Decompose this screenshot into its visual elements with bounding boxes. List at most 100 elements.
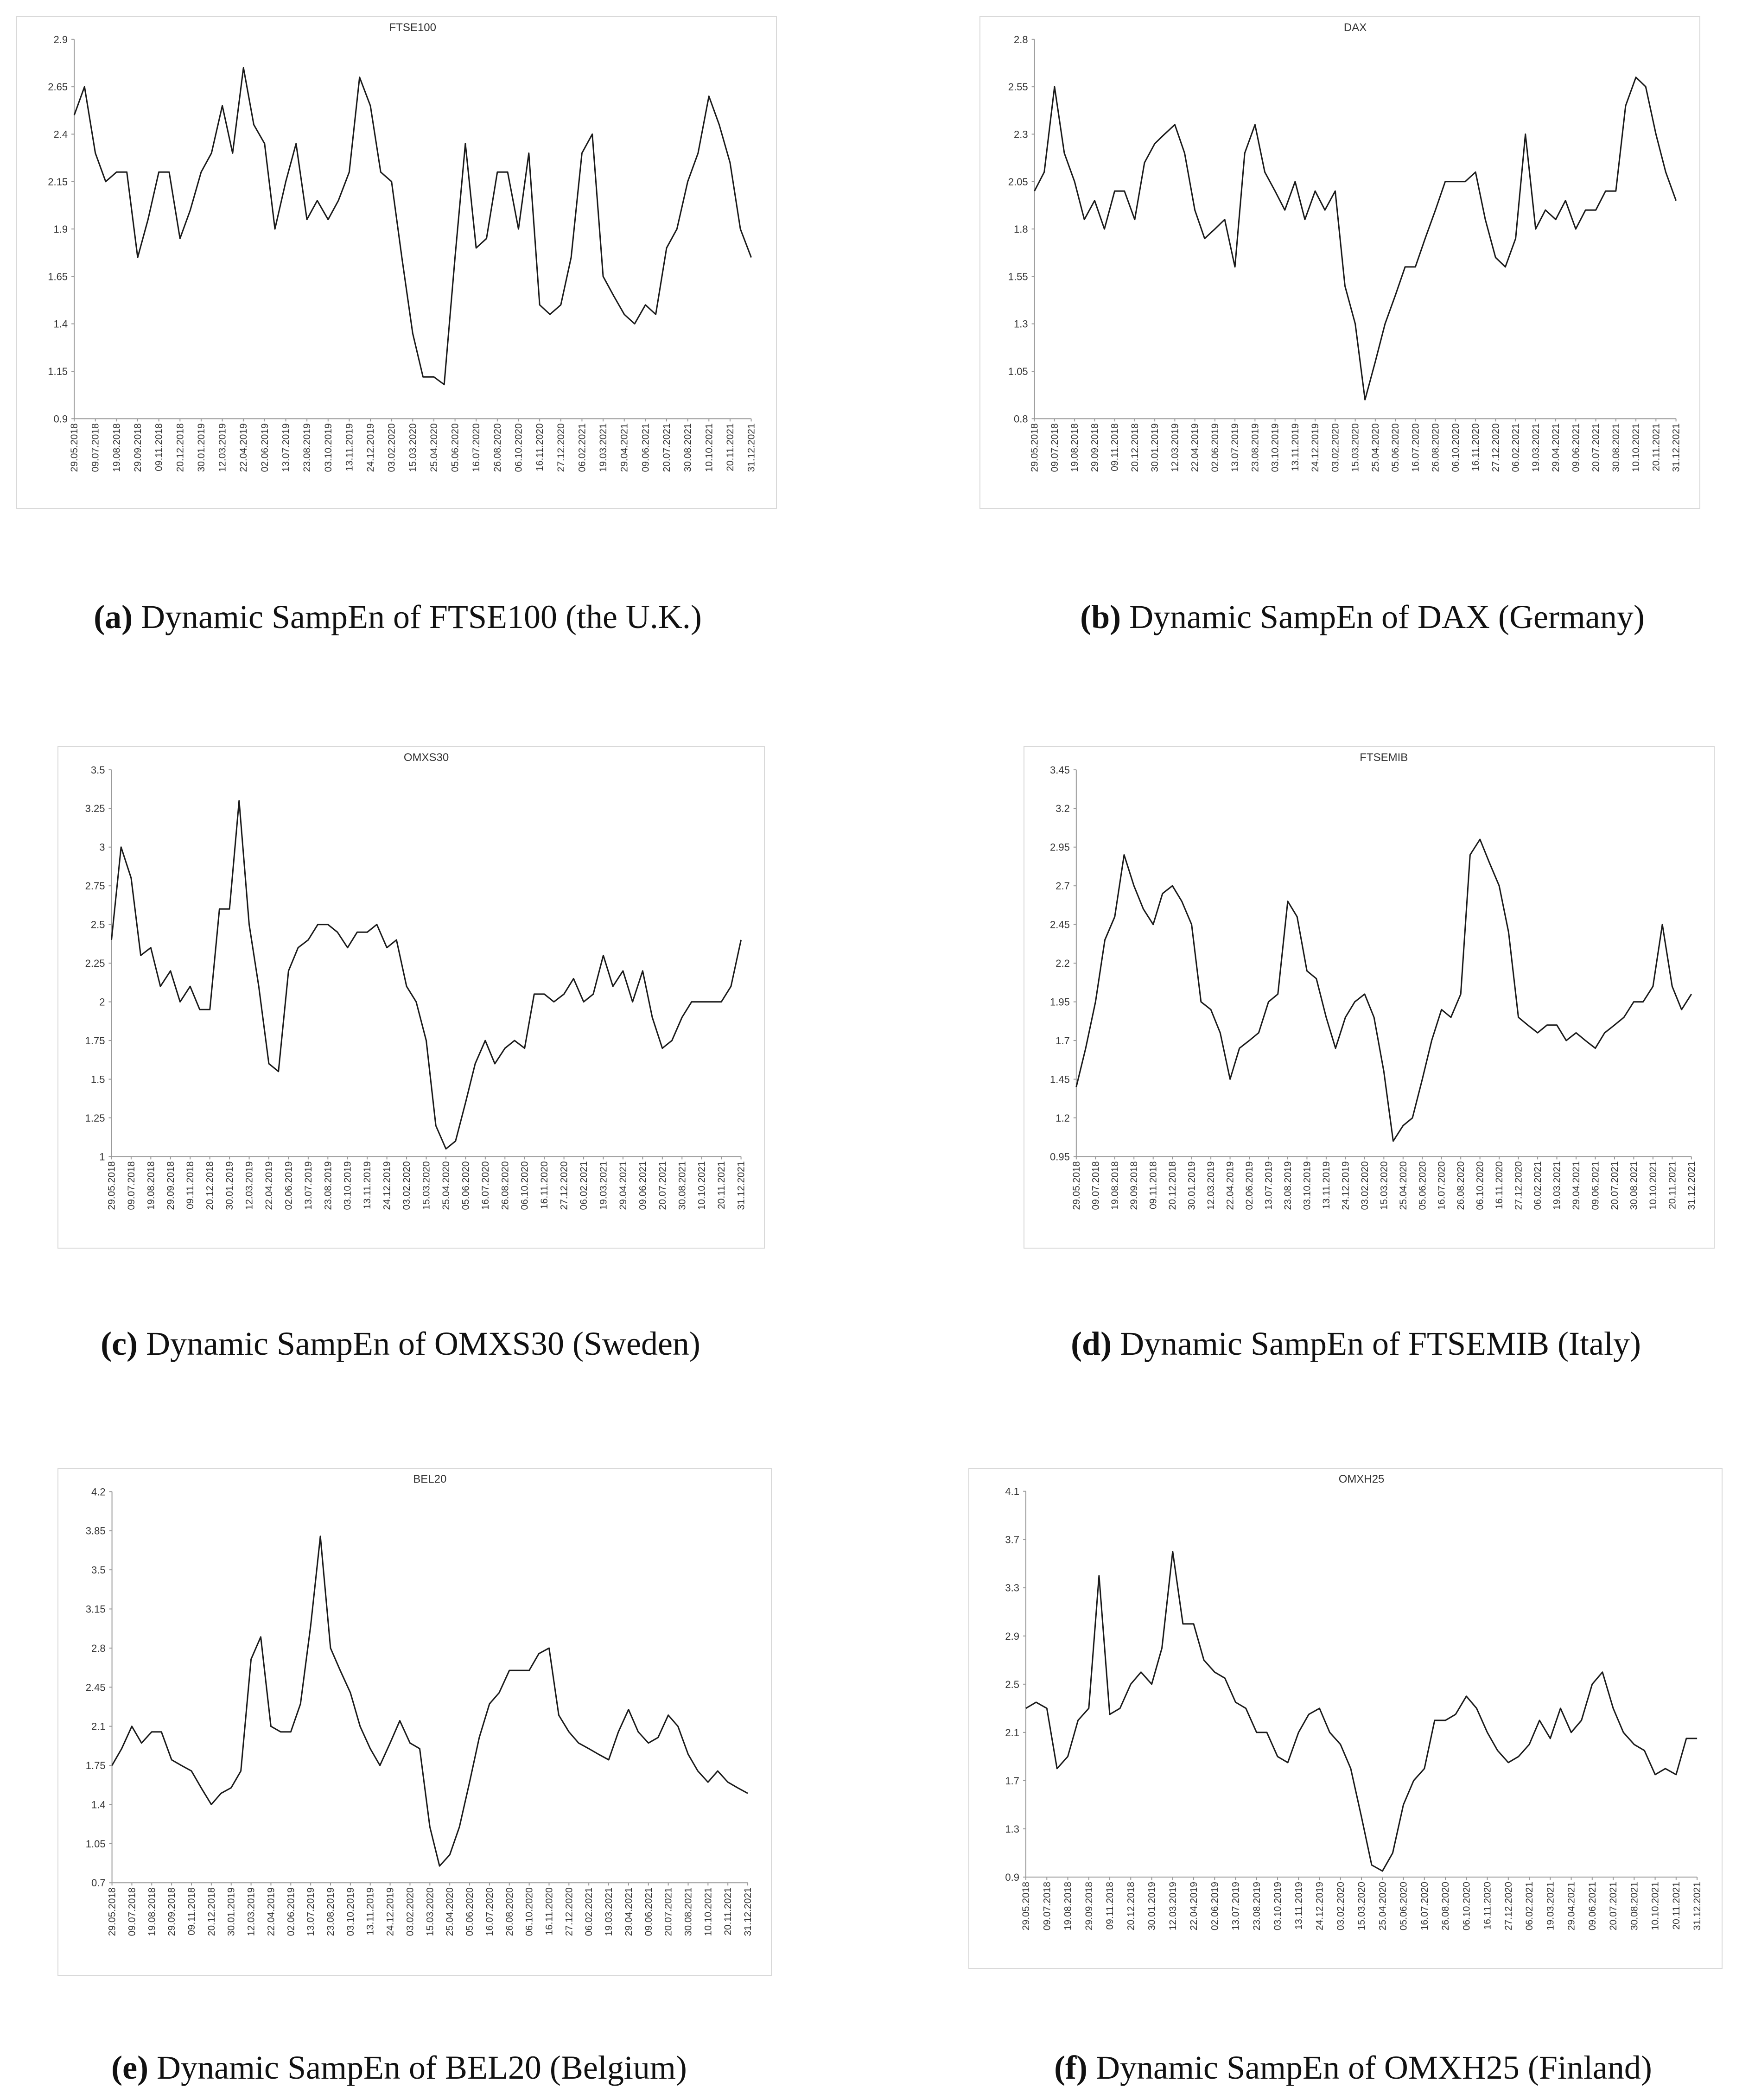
x-tick-label: 13.07.2019 (303, 1161, 314, 1210)
x-tick-label: 30.01.2019 (1147, 1882, 1157, 1930)
x-tick-label: 16.07.2020 (471, 423, 482, 472)
y-tick-label: 1.65 (48, 271, 68, 282)
caption-text: Dynamic SampEn of FTSE100 (the U.K.) (141, 598, 702, 635)
x-tick-label: 23.08.2019 (325, 1887, 336, 1936)
x-tick-label: 03.02.2020 (401, 1161, 412, 1210)
x-tick-label: 20.12.2018 (205, 1161, 216, 1210)
y-tick-label: 2.2 (1056, 958, 1070, 969)
x-tick-label: 03.02.2020 (387, 423, 397, 472)
x-tick-label: 16.07.2020 (1410, 423, 1421, 472)
x-tick-label: 29.09.2018 (1084, 1882, 1094, 1930)
x-tick-label: 16.07.2020 (484, 1887, 495, 1936)
chart-title: OMXH25 (1339, 1473, 1385, 1485)
x-tick-label: 27.12.2020 (1490, 423, 1501, 472)
x-tick-label: 16.11.2020 (1494, 1161, 1505, 1209)
x-tick-label: 19.03.2021 (1552, 1161, 1563, 1210)
x-tick-label: 06.02.2021 (1532, 1161, 1543, 1210)
x-tick-label: 31.12.2021 (736, 1161, 747, 1210)
x-tick-label: 15.03.2020 (421, 1161, 432, 1210)
y-tick-label: 3.5 (91, 764, 105, 776)
y-tick-label: 4.1 (1005, 1486, 1019, 1497)
x-tick-label: 26.08.2020 (492, 423, 503, 472)
x-tick-label: 12.03.2019 (1170, 423, 1180, 472)
x-tick-label: 19.03.2021 (1531, 423, 1541, 472)
x-tick-label: 29.05.2018 (106, 1161, 117, 1210)
x-tick-label: 23.08.2019 (1252, 1882, 1262, 1930)
x-tick-label: 29.09.2018 (133, 423, 143, 472)
caption-label: (c) (101, 1325, 138, 1362)
chart-title: FTSE100 (389, 21, 436, 34)
y-tick-label: 0.9 (1005, 1872, 1019, 1883)
x-tick-label: 27.12.2020 (1503, 1882, 1514, 1930)
y-tick-label: 1.4 (91, 1799, 106, 1810)
x-tick-label: 03.02.2020 (1360, 1161, 1370, 1210)
x-tick-label: 09.11.2018 (154, 423, 165, 471)
x-tick-label: 05.06.2020 (1390, 423, 1401, 472)
x-tick-label: 30.08.2021 (683, 423, 693, 472)
chart-panel: OMXH25 0.9 1.3 1.7 2.1 2.5 2.9 3.3 3.7 4.1 29.05.2… (968, 1468, 1723, 1969)
x-tick-label: 13.07.2019 (1231, 1882, 1241, 1930)
x-tick-label: 15.03.2020 (1379, 1161, 1389, 1210)
caption: (c) Dynamic SampEn of OMXS30 (Sweden) (101, 1325, 700, 1363)
x-tick-label: 05.06.2020 (1417, 1161, 1428, 1210)
y-tick-label: 2.95 (1050, 842, 1070, 853)
caption-label: (d) (1071, 1325, 1112, 1362)
x-tick-label: 09.06.2021 (1587, 1882, 1598, 1930)
y-tick-label: 2.75 (85, 880, 105, 892)
x-tick-label: 30.08.2021 (1629, 1882, 1640, 1930)
x-tick-label: 29.04.2021 (618, 1161, 629, 1210)
x-tick-label: 20.12.2018 (1125, 1882, 1136, 1930)
caption-text: Dynamic SampEn of OMXS30 (Sweden) (146, 1325, 700, 1362)
y-tick-label: 1 (99, 1151, 105, 1162)
y-tick-label: 3.85 (86, 1525, 106, 1537)
x-tick-label: 03.02.2020 (1335, 1882, 1346, 1930)
x-tick-label: 05.06.2020 (460, 1161, 471, 1210)
x-tick-label: 20.12.2018 (1167, 1161, 1178, 1210)
x-tick-label: 13.07.2019 (1230, 423, 1240, 472)
x-tick-label: 09.06.2021 (1590, 1161, 1601, 1210)
x-tick-label: 30.08.2021 (677, 1161, 687, 1210)
x-tick-label: 02.06.2019 (1210, 423, 1221, 472)
x-tick-label: 06.02.2021 (1511, 423, 1521, 472)
x-tick-label: 31.12.2021 (1686, 1161, 1697, 1210)
y-tick-label: 1.05 (1008, 366, 1028, 377)
x-tick-label: 03.02.2020 (405, 1887, 415, 1936)
x-tick-label: 03.10.2019 (323, 423, 334, 472)
x-tick-label: 20.11.2021 (1651, 423, 1661, 471)
x-tick-label: 19.03.2021 (598, 423, 609, 472)
x-tick-label: 30.01.2019 (1150, 423, 1160, 472)
chart-title: DAX (1344, 21, 1367, 34)
y-tick-label: 1.7 (1005, 1775, 1019, 1787)
y-tick-label: 1.75 (85, 1035, 105, 1047)
x-tick-label: 29.05.2018 (1030, 423, 1040, 472)
x-tick-label: 30.01.2019 (196, 423, 207, 472)
x-tick-label: 02.06.2019 (1209, 1882, 1220, 1930)
x-tick-label: 09.07.2018 (1049, 423, 1060, 472)
x-tick-label: 09.07.2018 (1090, 1161, 1101, 1210)
x-tick-label: 26.08.2020 (500, 1161, 510, 1210)
x-tick-label: 02.06.2019 (260, 423, 270, 472)
chart-panel: DAX 0.8 1.05 1.3 1.55 1.8 2.05 2.3 2.55 2.8 29.05.… (979, 16, 1700, 509)
x-tick-label: 10.10.2021 (1650, 1882, 1661, 1930)
y-tick-label: 3.25 (85, 803, 105, 814)
x-tick-label: 12.03.2019 (1168, 1882, 1178, 1930)
x-tick-label: 05.06.2020 (464, 1887, 475, 1936)
caption-text: Dynamic SampEn of FTSEMIB (Italy) (1120, 1325, 1641, 1362)
x-tick-label: 10.10.2021 (697, 1161, 707, 1210)
y-tick-label: 3.5 (91, 1564, 106, 1576)
y-tick-label: 2.45 (86, 1681, 106, 1693)
x-tick-label: 24.12.2019 (365, 423, 376, 472)
y-tick-label: 4.2 (91, 1486, 106, 1497)
y-tick-label: 1.05 (86, 1838, 106, 1850)
x-tick-label: 23.08.2019 (1250, 423, 1260, 472)
x-tick-label: 02.06.2019 (283, 1161, 294, 1210)
x-tick-label: 24.12.2019 (1340, 1161, 1351, 1210)
x-tick-label: 10.10.2021 (1648, 1161, 1659, 1210)
x-tick-label: 23.08.2019 (302, 423, 312, 472)
x-tick-label: 19.08.2018 (1110, 1161, 1120, 1210)
chart-title: BEL20 (413, 1473, 446, 1485)
y-tick-label: 2.8 (91, 1643, 106, 1654)
x-tick-label: 29.04.2021 (1551, 423, 1561, 472)
x-tick-label: 16.11.2020 (539, 1161, 550, 1209)
chart-title: FTSEMIB (1360, 751, 1408, 764)
